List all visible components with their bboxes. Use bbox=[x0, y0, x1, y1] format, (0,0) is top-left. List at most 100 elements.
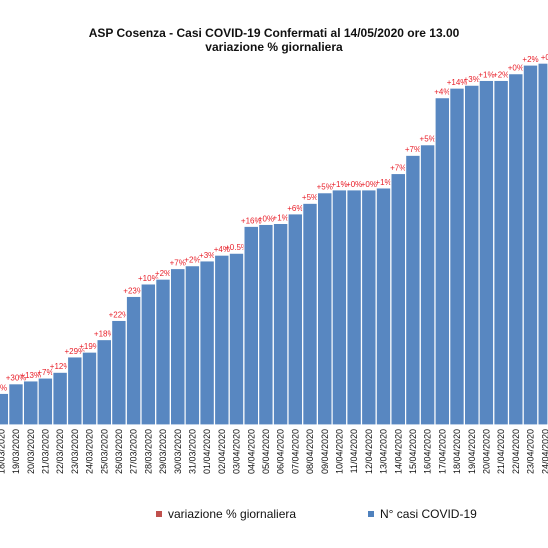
data-label: +7% bbox=[37, 368, 53, 377]
bar bbox=[0, 392, 10, 426]
data-label: +29% bbox=[65, 347, 86, 356]
data-label: +7% bbox=[405, 145, 421, 154]
x-tick-label: 01/04/2020 bbox=[202, 429, 212, 474]
x-tick-label: 11/04/2020 bbox=[349, 429, 359, 473]
legend-label-casi: N° casi COVID-19 bbox=[380, 507, 477, 521]
bar bbox=[287, 213, 304, 426]
bar bbox=[272, 222, 289, 426]
legend-swatch-casi bbox=[368, 511, 374, 517]
bar bbox=[360, 189, 377, 426]
bar bbox=[228, 252, 245, 426]
data-label: +13% bbox=[20, 371, 41, 380]
bar bbox=[22, 380, 39, 426]
x-tick-label: 18/04/2020 bbox=[452, 429, 462, 474]
bar bbox=[316, 192, 333, 426]
chart-title: ASP Cosenza - Casi COVID-19 Confermati a… bbox=[88, 26, 460, 40]
x-tick-label: 24/04/2020 bbox=[540, 429, 548, 474]
x-tick-label: 10/04/2020 bbox=[334, 429, 344, 474]
x-tick-label: 22/03/2020 bbox=[55, 429, 65, 474]
bar bbox=[375, 187, 392, 426]
x-tick-label: 23/04/2020 bbox=[526, 429, 536, 474]
bar bbox=[302, 202, 319, 426]
bar bbox=[493, 79, 510, 426]
bar bbox=[52, 371, 69, 426]
data-label: +3% bbox=[464, 75, 480, 84]
bar bbox=[37, 377, 54, 426]
data-label: +7% bbox=[170, 259, 186, 268]
bar bbox=[258, 223, 274, 426]
data-label: +22% bbox=[109, 310, 130, 319]
data-label: +19% bbox=[79, 342, 100, 351]
x-tick-label: 26/03/2020 bbox=[114, 429, 124, 474]
x-tick-label: 08/04/2020 bbox=[305, 429, 315, 474]
x-tick-label: 31/03/2020 bbox=[187, 429, 197, 474]
x-tick-label: 17/04/2020 bbox=[437, 429, 447, 474]
bar bbox=[449, 87, 466, 426]
chart-subtitle: variazione % giornaliera bbox=[205, 40, 343, 54]
x-tick-label: 18/03/2020 bbox=[0, 429, 6, 474]
x-tick-label: 23/03/2020 bbox=[70, 429, 80, 474]
x-tick-label: 02/04/2020 bbox=[217, 429, 227, 474]
bar bbox=[169, 267, 186, 426]
x-tick-label: 13/04/2020 bbox=[379, 429, 389, 474]
bar bbox=[434, 97, 451, 426]
bar bbox=[199, 260, 216, 426]
bar bbox=[331, 189, 348, 426]
x-tick-label: 25/03/2020 bbox=[99, 429, 109, 474]
x-tick-label: 24/03/2020 bbox=[85, 429, 95, 474]
data-label: +10% bbox=[138, 274, 159, 283]
data-label: +23% bbox=[123, 286, 144, 295]
data-label: +0% bbox=[361, 180, 377, 189]
bar bbox=[155, 278, 171, 426]
data-label: +1% bbox=[273, 213, 289, 222]
data-label: +2% bbox=[522, 55, 538, 64]
data-label: +30% bbox=[6, 374, 27, 383]
x-tick-label: 21/03/2020 bbox=[40, 429, 50, 474]
data-label: +18% bbox=[94, 330, 115, 339]
bar bbox=[507, 73, 524, 426]
x-tick-label: 20/03/2020 bbox=[26, 429, 36, 474]
data-label: +0% bbox=[508, 64, 524, 73]
data-label: +0% bbox=[258, 214, 274, 223]
data-label: +0.5% bbox=[225, 243, 248, 252]
data-label: +5% bbox=[317, 183, 333, 192]
data-label: +4% bbox=[434, 88, 450, 97]
bar bbox=[463, 84, 480, 426]
x-tick-label: 29/03/2020 bbox=[158, 429, 168, 474]
bar bbox=[140, 283, 157, 426]
data-label: +2% bbox=[184, 256, 200, 265]
x-tick-label: 16/04/2020 bbox=[423, 429, 433, 474]
bar bbox=[8, 383, 24, 426]
x-tick-label: 07/04/2020 bbox=[290, 429, 300, 474]
x-tick-label: 05/04/2020 bbox=[261, 429, 271, 474]
data-label: +3% bbox=[199, 251, 215, 260]
data-label: +4% bbox=[214, 245, 230, 254]
x-tick-label: 04/04/2020 bbox=[246, 429, 256, 474]
x-tick-label: 22/04/2020 bbox=[511, 429, 521, 474]
bar bbox=[96, 338, 113, 426]
bar bbox=[522, 64, 539, 426]
x-tick-label: 21/04/2020 bbox=[496, 429, 506, 474]
x-tick-label: 15/04/2020 bbox=[408, 429, 418, 474]
bar bbox=[478, 79, 495, 426]
data-label: +5% bbox=[302, 193, 318, 202]
legend-swatch-variazione bbox=[156, 511, 162, 517]
data-label: +1% bbox=[375, 178, 391, 187]
data-label: +1% bbox=[478, 70, 494, 79]
x-tick-label: 20/04/2020 bbox=[481, 429, 491, 474]
x-tick-label: 28/03/2020 bbox=[143, 429, 153, 474]
data-label: +2% bbox=[493, 70, 509, 79]
x-tick-label: 14/04/2020 bbox=[393, 429, 403, 474]
data-label: +0% bbox=[346, 180, 362, 189]
data-label: +1% bbox=[331, 180, 347, 189]
x-tick-label: 03/04/2020 bbox=[232, 429, 242, 474]
x-tick-label: 09/04/2020 bbox=[320, 429, 330, 474]
data-label: +0 bbox=[541, 53, 548, 62]
bar bbox=[346, 189, 363, 426]
x-tick-label: 27/03/2020 bbox=[129, 429, 139, 474]
data-label: 0% bbox=[0, 383, 7, 392]
bar bbox=[419, 144, 436, 426]
data-label: +12% bbox=[50, 362, 71, 371]
bar bbox=[184, 265, 201, 426]
